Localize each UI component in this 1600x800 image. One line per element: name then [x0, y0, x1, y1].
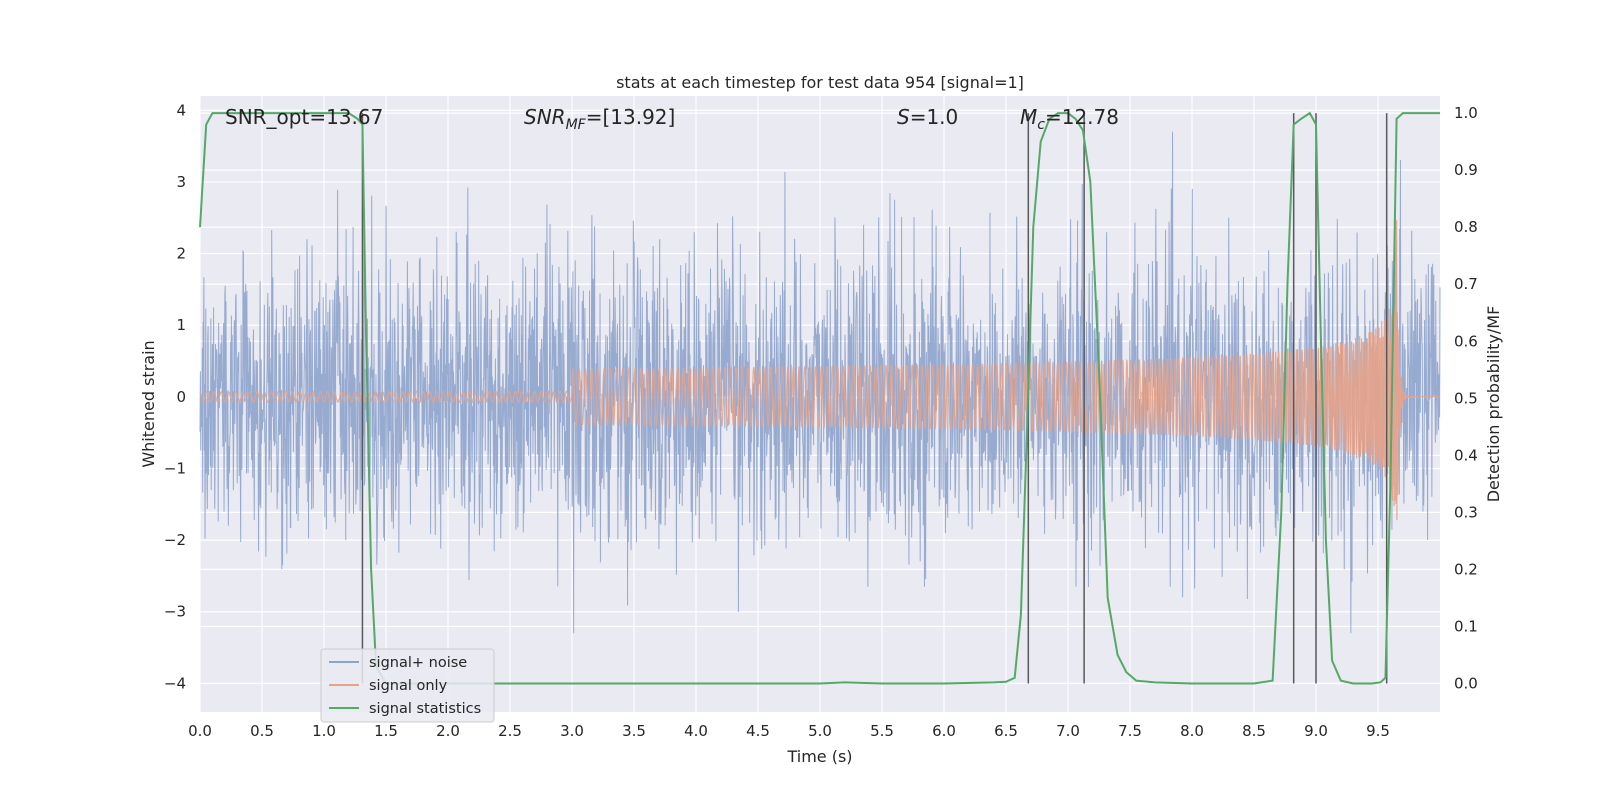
legend-label-signal-statistics: signal statistics	[369, 701, 481, 717]
x-tick-label: 5.0	[808, 722, 832, 740]
y-right-tick-label: 0.0	[1454, 674, 1478, 692]
x-tick-label: 1.0	[312, 722, 336, 740]
series-signal-noise	[199, 131, 1441, 634]
y-right-tick-label: 1.0	[1454, 104, 1478, 122]
y-right-tick-label: 0.2	[1454, 560, 1478, 578]
series-signal-statistics	[199, 111, 1440, 685]
y-left-tick-label: 4	[176, 101, 186, 119]
x-tick-label: 6.5	[994, 722, 1018, 740]
x-tick-label: 9.0	[1304, 722, 1328, 740]
y-left-tick-label: 3	[176, 173, 186, 191]
legend-box	[320, 648, 495, 723]
x-tick-label: 8.0	[1180, 722, 1204, 740]
x-tick-label: 0.5	[250, 722, 274, 740]
y-left-tick-label: 0	[176, 388, 186, 406]
signal-statistics-line	[199, 111, 1440, 685]
y-right-tick-label: 0.7	[1454, 275, 1478, 293]
x-tick-label: 5.5	[870, 722, 894, 740]
annotation-snr-opt: SNR_opt=13.67	[225, 105, 383, 129]
annotation-mc: Mc=12.78	[1020, 105, 1119, 133]
y-right-tick-label: 0.9	[1454, 161, 1478, 179]
legend: signal+ noise signal only signal statist…	[320, 648, 495, 723]
x-tick-label: 7.5	[1118, 722, 1142, 740]
x-tick-label: 2.5	[498, 722, 522, 740]
y-axis-right-label: Detection probability/MF	[1484, 306, 1503, 503]
tick-labels: 0.0 0.5 1.0 1.5 2.0 2.5 3.0 3.5 4.0 4.5 5.0 5.5 6.0 6…	[164, 101, 1478, 740]
x-tick-label: 6.0	[932, 722, 956, 740]
y-right-tick-label: 0.6	[1454, 332, 1478, 350]
annotation-snr-mf: SNRMF=[13.92]	[524, 105, 675, 133]
x-tick-label: 4.5	[746, 722, 770, 740]
y-axis-left-label: Whitened strain	[139, 340, 158, 467]
y-left-tick-label: 1	[176, 316, 186, 334]
x-tick-label: 3.5	[622, 722, 646, 740]
y-right-tick-label: 0.3	[1454, 503, 1478, 521]
y-left-tick-label: −3	[164, 603, 186, 621]
series-signal-only	[199, 220, 1440, 521]
y-left-tick-label: −4	[164, 674, 186, 692]
x-tick-label: 8.5	[1242, 722, 1266, 740]
signal-noise-line	[199, 131, 1441, 634]
x-tick-label: 1.5	[374, 722, 398, 740]
legend-label-signal-only: signal only	[369, 678, 448, 694]
x-axis-label: Time (s)	[786, 747, 852, 766]
legend-label-signal-noise: signal+ noise	[369, 655, 467, 671]
x-tick-label: 4.0	[684, 722, 708, 740]
y-left-tick-label: 2	[176, 245, 186, 263]
y-left-tick-label: −1	[164, 459, 186, 477]
y-right-tick-label: 0.4	[1454, 446, 1478, 464]
y-left-tick-label: −2	[164, 531, 186, 549]
y-right-tick-label: 0.1	[1454, 617, 1478, 635]
y-right-tick-label: 0.8	[1454, 218, 1478, 236]
x-tick-label: 2.0	[436, 722, 460, 740]
signal-only-line	[199, 220, 1440, 521]
x-tick-label: 3.0	[560, 722, 584, 740]
chart-title: stats at each timestep for test data 954…	[616, 73, 1024, 92]
x-tick-label: 9.5	[1366, 722, 1390, 740]
y-right-tick-label: 0.5	[1454, 389, 1478, 407]
x-tick-label: 0.0	[188, 722, 212, 740]
x-tick-label: 7.0	[1056, 722, 1080, 740]
annotation-s: S=1.0	[897, 105, 958, 129]
